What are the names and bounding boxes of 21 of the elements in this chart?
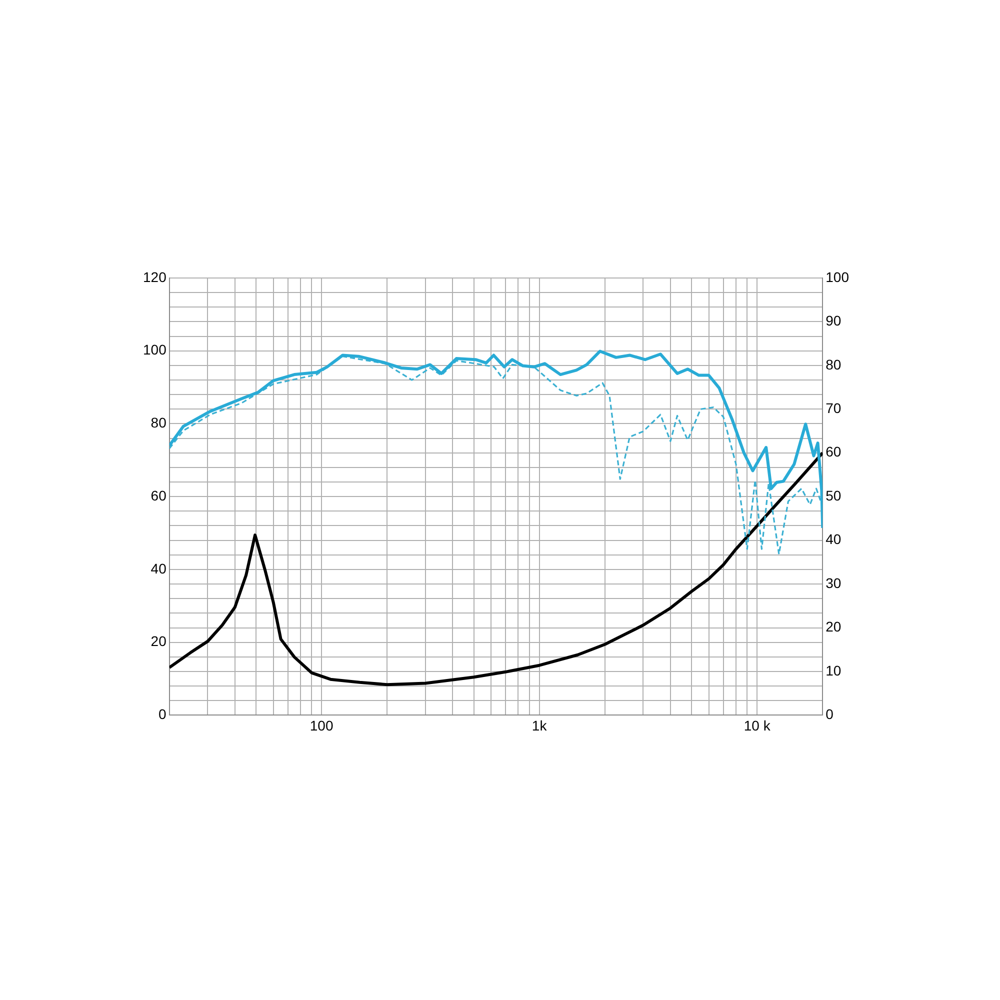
- y2-tick-label: 10: [826, 662, 842, 678]
- y2-tick-label: 90: [826, 312, 842, 329]
- y2-tick-label: 70: [826, 400, 842, 416]
- y2-tick-label: 60: [826, 444, 842, 460]
- y2-tick-label: 50: [826, 487, 842, 504]
- y-tick-label: 80: [150, 414, 167, 431]
- y-tick-label: 20: [150, 633, 167, 650]
- y-tick-label: 120: [143, 268, 167, 285]
- x-tick-label: 100: [310, 717, 334, 734]
- x-tick-label: 10 k: [744, 717, 772, 734]
- y-tick-label: 40: [150, 560, 167, 576]
- y2-tick-label: 100: [826, 268, 850, 285]
- y-tick-label: 0: [158, 706, 167, 722]
- y-tick-label: 60: [150, 487, 167, 504]
- y2-tick-label: 0: [826, 706, 834, 722]
- y-tick-label: 100: [143, 342, 167, 358]
- y2-tick-label: 20: [826, 618, 842, 635]
- x-tick-label: 1k: [532, 717, 548, 734]
- y2-tick-label: 80: [826, 356, 842, 372]
- y2-tick-label: 30: [826, 574, 842, 591]
- y2-tick-label: 40: [826, 531, 842, 548]
